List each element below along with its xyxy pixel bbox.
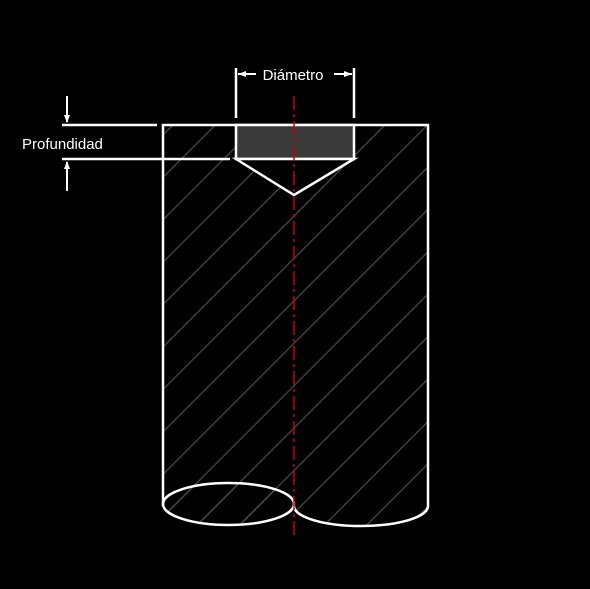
drilled-hole: [231, 123, 359, 197]
depth-label: Profundidad: [22, 136, 103, 153]
hole-bore: [234, 123, 356, 161]
cylinder-outline: [161, 123, 430, 528]
diameter-label: Diámetro: [263, 67, 324, 84]
drill-point-cone: [231, 157, 359, 197]
bottom-ellipse-left: [161, 481, 296, 527]
depth-dimension: Profundidad: [22, 96, 230, 191]
depth-arrow-bottom: [64, 161, 70, 169]
diameter-dimension: Diámetro: [234, 67, 356, 118]
diameter-arrow-right: [344, 71, 352, 77]
depth-arrow-top: [64, 115, 70, 123]
diameter-arrow-left: [238, 71, 246, 77]
